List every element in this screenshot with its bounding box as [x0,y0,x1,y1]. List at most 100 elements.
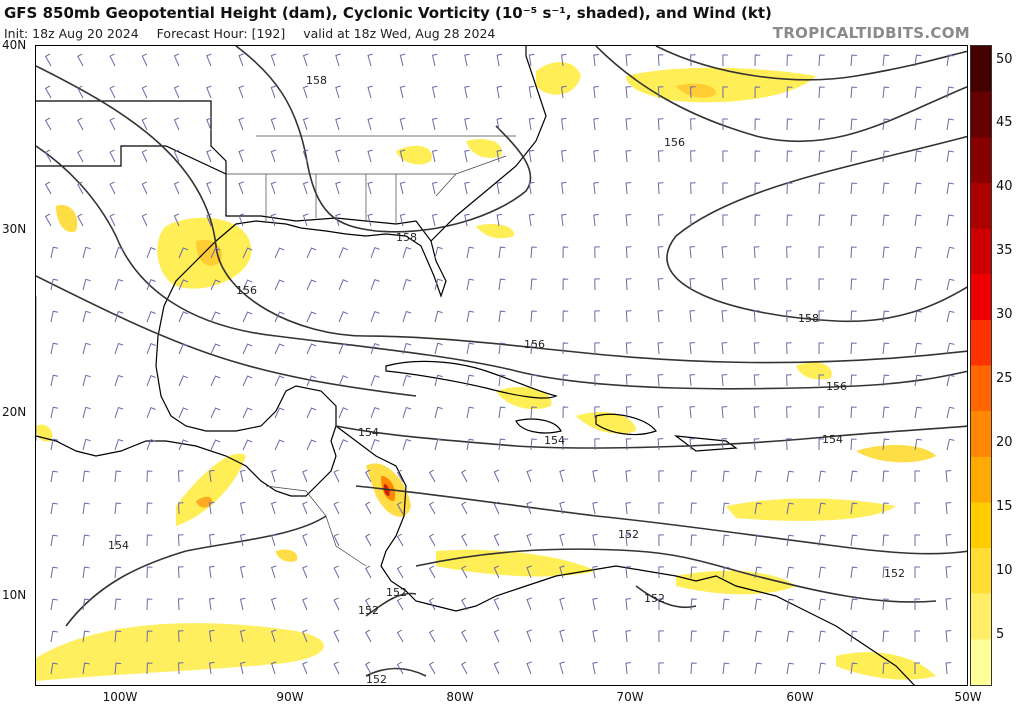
wind-barb [274,439,285,451]
wind-barb [754,630,762,643]
wind-barb [786,118,793,131]
wind-barb [625,598,631,611]
wind-barb [561,85,567,99]
wind-barb [593,54,599,67]
wind-barb [365,469,372,483]
wind-barb [850,182,857,195]
wind-barb [242,439,253,451]
wind-barb [239,661,246,675]
wind-barb [114,662,122,675]
wind-barb [946,150,954,163]
colorbar-label-25: 25 [996,371,1013,386]
wind-barb [722,598,730,611]
wind-barb [50,406,59,419]
wind-barb [333,597,340,611]
wind-barb [753,406,760,419]
wind-barb [722,502,730,515]
wind-barb [594,342,600,355]
wind-barb [428,565,436,579]
wind-barb [658,502,664,515]
wind-barb [562,374,569,387]
wind-barb [850,150,857,163]
wind-barb [882,470,889,483]
wind-barb [882,630,889,643]
wind-barb [82,406,91,419]
lon-label-90w: 90W [276,690,304,704]
wind-barb [461,629,468,643]
wind-barb [530,310,537,323]
wind-barb [754,150,761,163]
wind-barb [850,566,858,579]
wind-barb [914,182,922,195]
wind-barb [365,597,372,611]
wind-barb [82,534,90,547]
wind-barb [50,566,58,579]
wind-barb [242,407,253,419]
wind-barb [370,311,380,323]
wind-barb [850,374,857,387]
wind-barb [206,85,212,99]
wind-barb [77,149,84,163]
wind-barb [946,278,955,291]
wind-barb [496,53,503,67]
wind-barb [689,374,696,387]
wind-barb [753,438,760,451]
wind-barb [818,406,825,419]
wind-barb [882,182,890,195]
wind-barb [754,534,762,547]
wind-barb [753,342,760,355]
wind-barb [914,342,922,355]
wind-barb [242,279,253,291]
contour-label: 156 [826,380,847,393]
wind-barb [434,374,443,387]
wind-barb [173,117,180,131]
wind-barb [238,117,244,131]
wind-barb [114,310,124,323]
wind-barb [561,53,567,67]
wind-barb [850,662,858,675]
wind-barb [428,597,436,611]
lat-label-20n: 20N [2,405,27,419]
wind-barb [399,213,406,227]
contour-label: 154 [358,426,379,439]
wind-barb [562,438,569,451]
wind-barb [270,629,277,643]
wind-barb [657,278,664,291]
wind-barb [146,598,153,611]
wind-barb [82,502,90,515]
wind-barb [109,53,116,67]
contour-label: 152 [358,604,379,617]
wind-barb [882,278,890,291]
wind-barb [114,534,122,547]
wind-barb [593,214,599,227]
wind-barb [210,407,221,419]
wind-barb [882,214,890,227]
wind-barb [850,598,858,611]
wind-barb [396,629,404,643]
wind-barb [658,598,664,611]
wind-barb [561,181,567,195]
contour-label: 158 [306,74,327,87]
wind-barb [109,181,116,195]
wind-barb [306,247,317,259]
wind-barb [206,53,212,67]
wind-barb [274,247,285,259]
wind-barb [625,182,632,195]
wind-barb [178,439,189,451]
lat-label-30n: 30N [2,222,27,236]
wind-barb [498,246,506,259]
wind-barb [496,149,503,163]
wind-barb [464,213,470,227]
wind-barb [786,182,793,195]
wind-barb [562,406,569,419]
wind-barb [625,470,631,483]
wind-barb [754,182,761,195]
wind-barb [367,181,373,195]
wind-barb [625,438,632,451]
wind-barb [562,310,569,323]
wind-barb [461,501,468,515]
wind-barb [396,597,404,611]
wind-barb [850,438,857,451]
wind-barb [402,310,412,323]
wind-barb [210,343,221,355]
